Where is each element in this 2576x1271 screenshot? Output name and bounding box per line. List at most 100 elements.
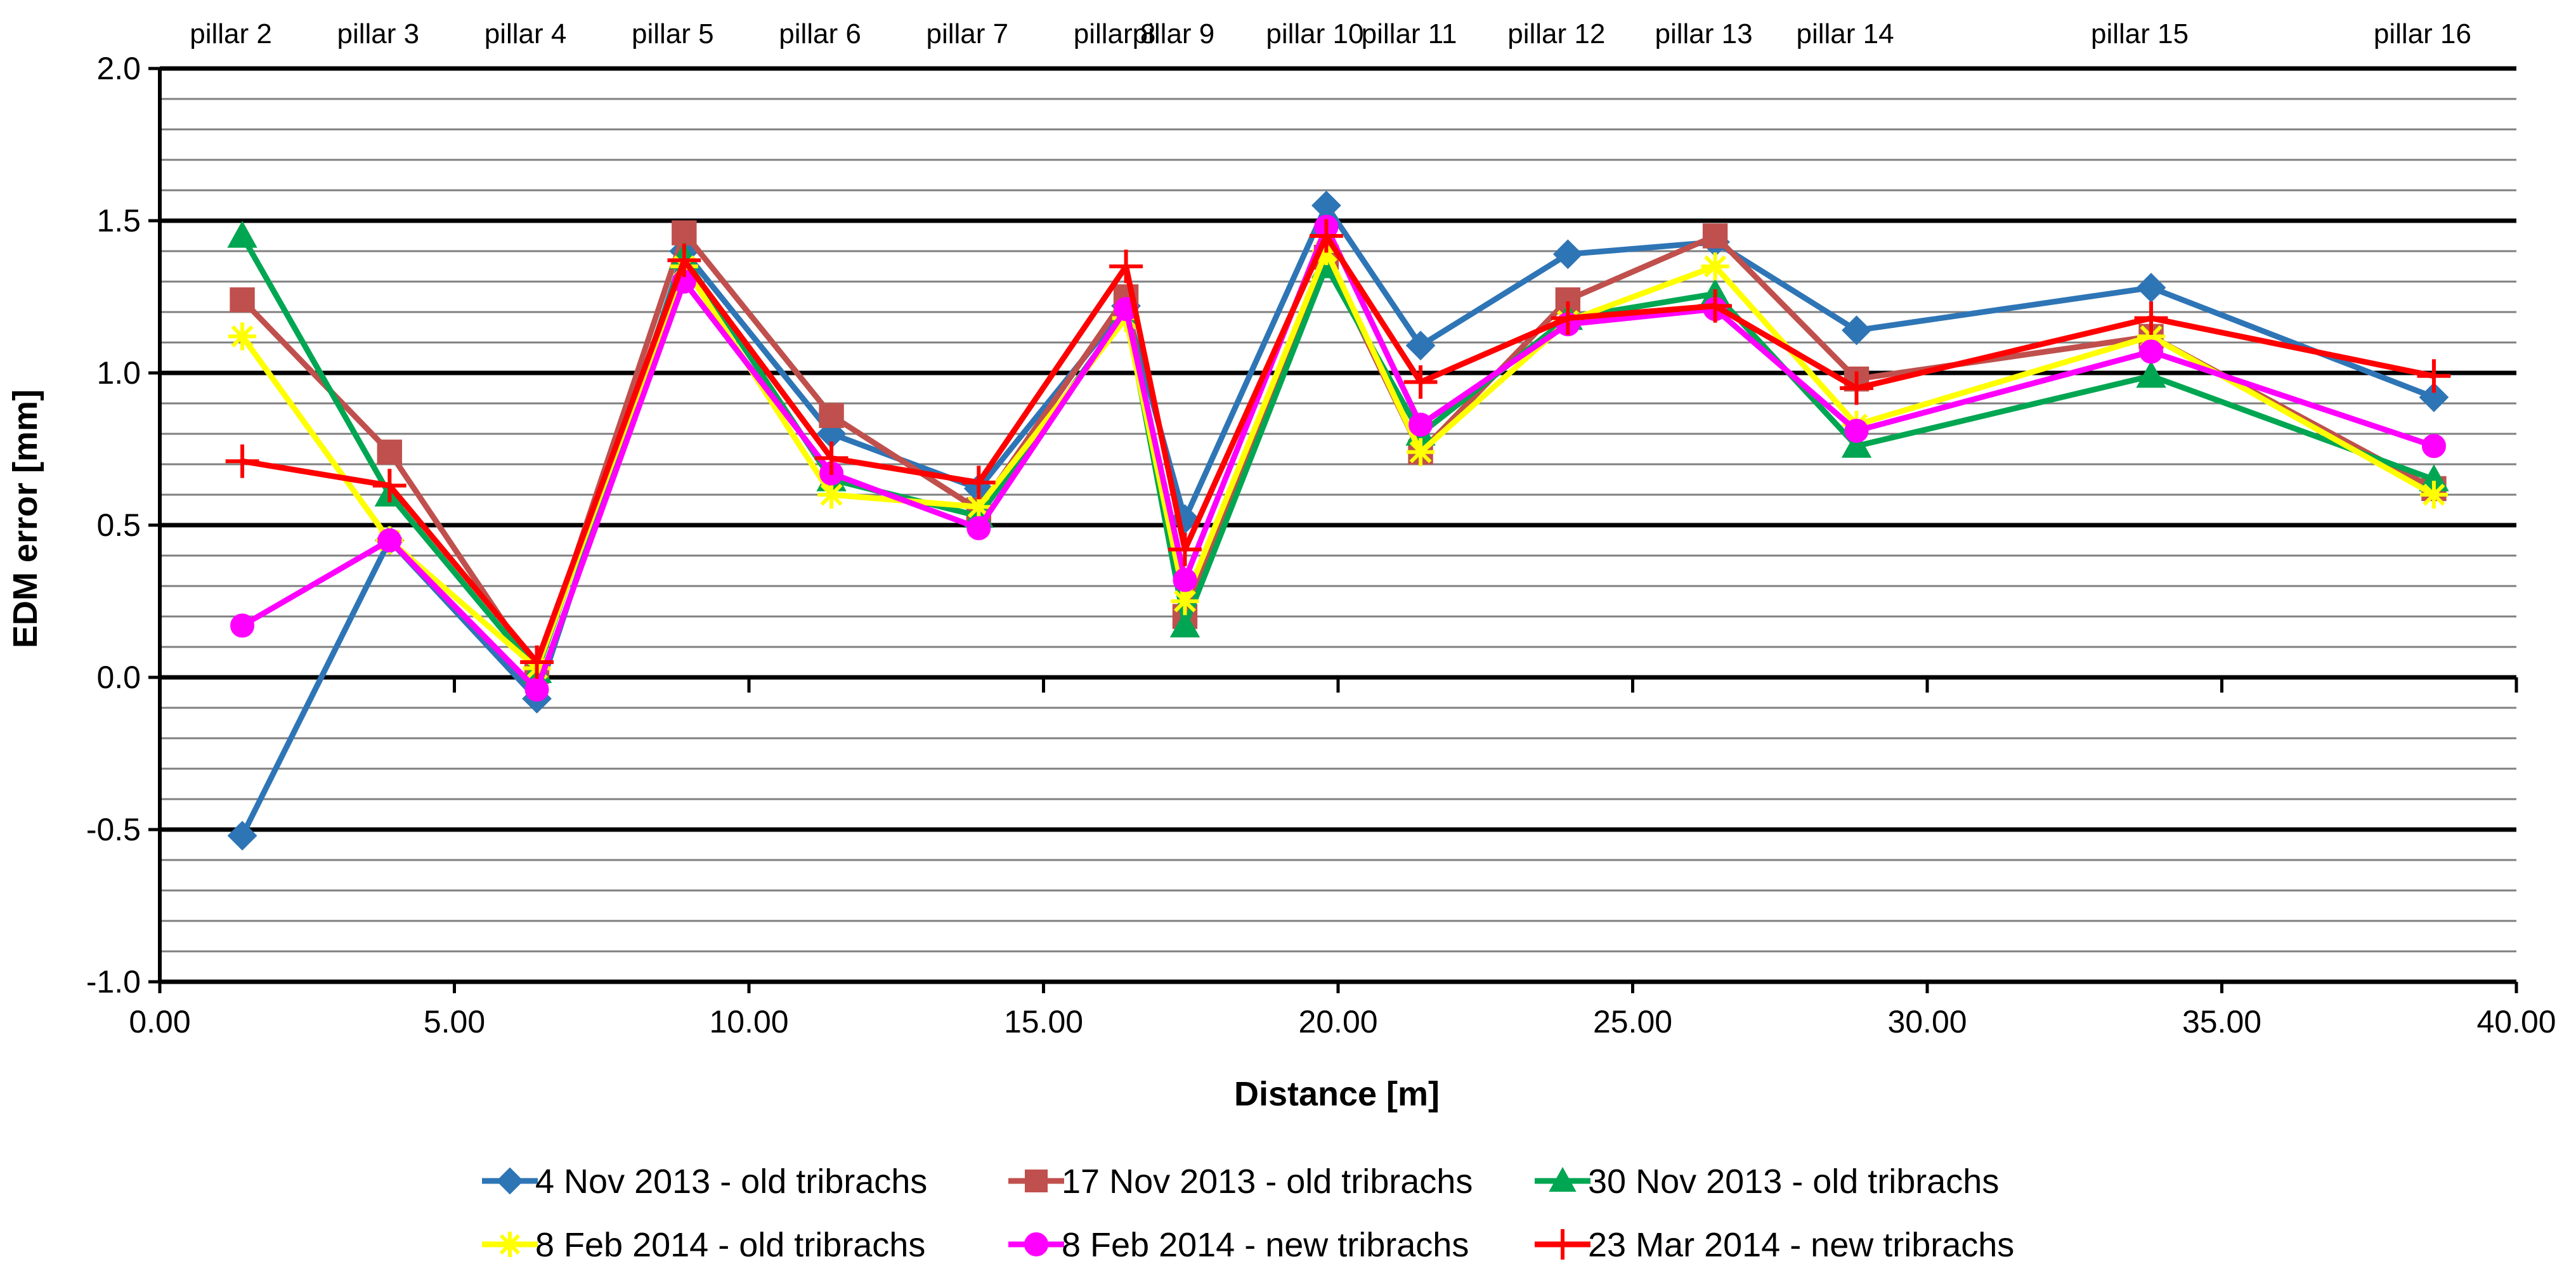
- pillar-label: pillar 16: [2374, 18, 2471, 49]
- data-point: [524, 677, 549, 702]
- pillar-label: pillar 15: [2091, 18, 2189, 49]
- legend-item: 30 Nov 2013 - old tribrachs: [1535, 1163, 1999, 1201]
- pillar-label: pillar 13: [1655, 18, 1753, 49]
- y-tick-label: 0.5: [96, 507, 141, 543]
- data-point: [1109, 249, 1143, 284]
- data-point: [372, 469, 407, 502]
- pillar-label: pillar 6: [779, 18, 861, 49]
- x-tick-label: 40.00: [2476, 1004, 2556, 1040]
- legend-item: 4 Nov 2013 - old tribrachs: [482, 1163, 927, 1201]
- legend-label: 8 Feb 2014 - old tribrachs: [535, 1226, 925, 1264]
- y-tick-label: 0.0: [96, 660, 141, 695]
- pillar-label: pillar 14: [1796, 18, 1894, 49]
- pillar-label: pillar 4: [485, 18, 567, 49]
- legend-label: 30 Nov 2013 - old tribrachs: [1588, 1163, 1999, 1201]
- data-point: [819, 403, 844, 428]
- x-tick-label: 15.00: [1004, 1004, 1083, 1040]
- pillar-labels: pillar 2 pillar 3 pillar 4 pillar 5 pillar 6…: [190, 18, 2471, 49]
- pillar-label: pillar 9: [1133, 18, 1215, 49]
- data-point: [1168, 533, 1202, 566]
- data-point: [1841, 431, 1872, 458]
- data-point: [1310, 219, 1343, 253]
- legend-marker: [497, 1232, 523, 1257]
- legend-label: 4 Nov 2013 - old tribrachs: [535, 1163, 927, 1201]
- data-point: [1698, 289, 1732, 323]
- data-point: [817, 481, 846, 509]
- data-point: [2136, 360, 2166, 388]
- pillar-label: pillar 3: [337, 18, 419, 49]
- data-point: [1842, 315, 1871, 346]
- data-point: [225, 444, 259, 478]
- data-point: [2421, 434, 2446, 459]
- x-tick-label: 30.00: [1887, 1004, 1967, 1040]
- pillar-label: pillar 7: [926, 18, 1008, 49]
- data-point: [1844, 419, 1869, 443]
- legend-marker: [496, 1167, 524, 1195]
- legend: 4 Nov 2013 - old tribrachs 17 Nov 2013 - …: [482, 1163, 2014, 1264]
- x-tick-label: 10.00: [709, 1004, 788, 1040]
- data-point: [966, 516, 991, 540]
- y-axis-title: EDM error [mm]: [6, 389, 44, 648]
- data-point: [814, 441, 849, 475]
- legend-label: 8 Feb 2014 - new tribrachs: [1062, 1226, 1469, 1264]
- data-point: [1173, 568, 1197, 592]
- data-point: [2137, 322, 2166, 351]
- data-point: [377, 440, 403, 465]
- data-point: [227, 220, 257, 248]
- legend-item: 23 Mar 2014 - new tribrachs: [1535, 1226, 2014, 1264]
- y-tick-label: 1.5: [96, 203, 141, 238]
- data-point: [961, 466, 996, 500]
- data-point: [2134, 301, 2168, 335]
- legend-label: 17 Nov 2013 - old tribrachs: [1062, 1163, 1473, 1201]
- data-point: [1403, 365, 1438, 399]
- pillar-label: pillar 2: [190, 18, 272, 49]
- data-point: [1701, 252, 1729, 280]
- series-6: [225, 219, 2451, 679]
- data-point: [1702, 223, 1728, 249]
- legend-label: 23 Mar 2014 - new tribrachs: [1588, 1226, 2014, 1264]
- data-point: [2417, 359, 2451, 393]
- legend-item: 8 Feb 2014 - old tribrachs: [482, 1226, 925, 1264]
- data-point: [1551, 301, 1585, 335]
- legend-marker: [1025, 1170, 1048, 1192]
- x-tick-label: 35.00: [2182, 1004, 2261, 1040]
- pillar-label: pillar 5: [632, 18, 714, 49]
- pillar-label: pillar 10: [1266, 18, 1363, 49]
- y-tick-label: 2.0: [96, 51, 141, 86]
- data-point: [2419, 481, 2448, 509]
- data-point: [1840, 371, 1873, 405]
- x-tick-label: 25.00: [1593, 1004, 1672, 1040]
- data-point: [1408, 412, 1433, 437]
- data-point: [377, 528, 402, 552]
- x-tick-label: 5.00: [424, 1004, 485, 1040]
- pillar-label: pillar 11: [1362, 18, 1457, 49]
- data-point: [1405, 330, 1436, 361]
- data-point: [672, 220, 697, 245]
- legend-marker: [1024, 1232, 1048, 1256]
- legend-marker: [1549, 1166, 1577, 1192]
- y-tick-label: 1.0: [96, 355, 141, 391]
- data-point: [227, 821, 257, 851]
- pillar-label: pillar 8: [1074, 18, 1156, 49]
- data-point: [2139, 339, 2164, 364]
- data-point: [230, 287, 255, 313]
- series: [225, 190, 2451, 851]
- data-point: [230, 613, 255, 638]
- y-tick-label: -1.0: [86, 964, 141, 1000]
- x-tick-label: 0.00: [129, 1004, 190, 1040]
- x-axis-title: Distance [m]: [1234, 1075, 1440, 1113]
- axes: 0.00 5.00 10.00 15.00 20.00 25.00 30.00 35.00 40…: [86, 51, 2556, 1040]
- data-point: [228, 322, 257, 351]
- pillar-label: pillar 12: [1507, 18, 1605, 49]
- data-point: [667, 244, 701, 277]
- y-tick-label: -0.5: [86, 812, 141, 847]
- data-point: [520, 645, 554, 679]
- data-point: [1407, 438, 1435, 466]
- legend-item: 8 Feb 2014 - new tribrachs: [1008, 1226, 1469, 1264]
- data-point: [965, 493, 993, 521]
- legend-marker: [1547, 1229, 1578, 1260]
- data-point: [1169, 610, 1200, 637]
- data-point: [1552, 239, 1583, 270]
- data-point: [1171, 587, 1199, 615]
